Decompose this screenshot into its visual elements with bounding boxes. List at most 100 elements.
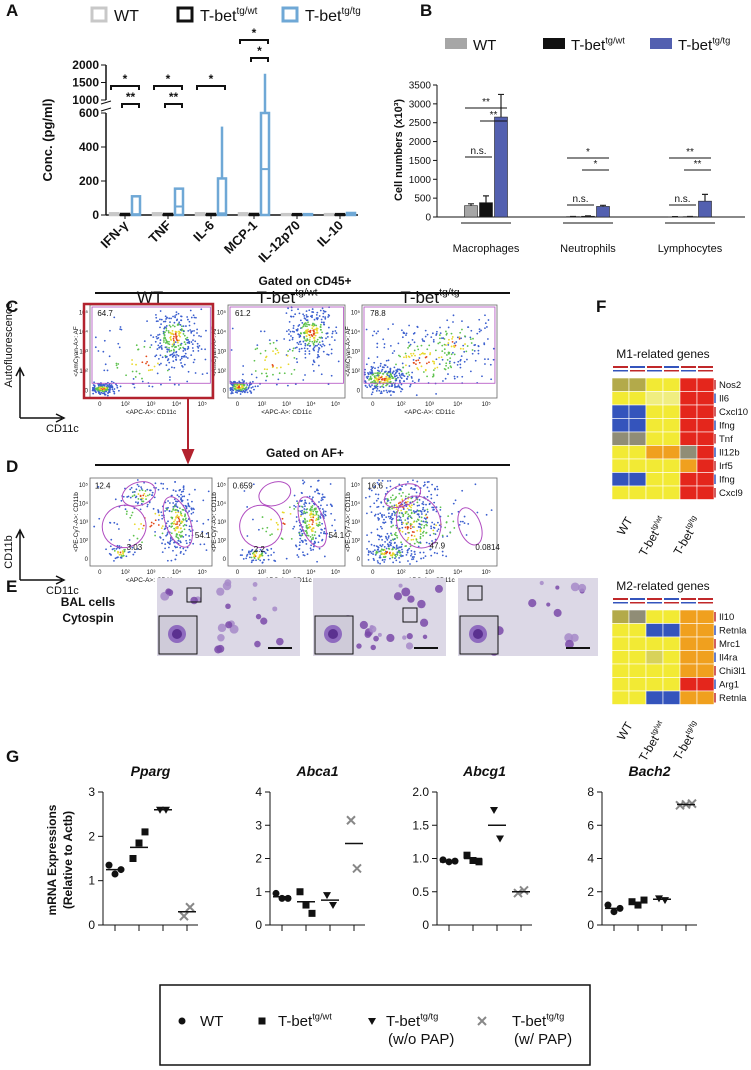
event-dot (319, 517, 322, 519)
event-dot (307, 321, 309, 324)
event-dot (308, 323, 311, 326)
event-dot (428, 542, 431, 545)
event-dot (294, 347, 297, 349)
significance-label: ** (490, 110, 498, 121)
event-dot (377, 517, 379, 519)
event-dot (182, 525, 185, 527)
event-dot (377, 497, 380, 500)
event-dot (366, 512, 368, 515)
event-dot (253, 555, 255, 558)
event-dot (423, 481, 426, 484)
heatmap-cell (628, 472, 647, 487)
event-dot (334, 330, 337, 332)
event-dot (465, 534, 468, 536)
event-dot (430, 525, 432, 528)
event-dot (174, 316, 176, 319)
event-dot (403, 502, 406, 504)
event-dot (183, 341, 186, 343)
event-dot (378, 376, 381, 379)
event-dot (312, 359, 315, 362)
event-dot (111, 388, 114, 391)
event-dot (422, 530, 425, 533)
event-dot (265, 355, 268, 358)
event-dot (429, 352, 432, 354)
event-dot (486, 338, 489, 340)
event-dot (411, 371, 414, 374)
heatmap-cell (679, 404, 698, 419)
event-dot (180, 362, 182, 364)
event-dot (322, 532, 325, 535)
event-dot (438, 341, 441, 344)
x-tick-label: Lymphocytes (658, 243, 723, 255)
event-dot (453, 353, 456, 356)
event-dot (451, 340, 454, 343)
event-dot (106, 394, 109, 397)
event-dot (162, 320, 165, 323)
event-dot (407, 560, 409, 562)
event-dot (206, 372, 209, 375)
event-dot (407, 341, 410, 344)
event-dot (461, 489, 464, 492)
event-dot (205, 532, 208, 535)
event-dot (231, 387, 234, 389)
significance-bracket (250, 57, 269, 62)
event-dot (457, 360, 460, 363)
event-dot (390, 520, 393, 523)
event-dot (113, 316, 116, 319)
event-dot (427, 480, 430, 483)
event-dot (381, 543, 384, 546)
event-dot (182, 519, 185, 521)
event-dot (111, 548, 114, 551)
event-dot (283, 372, 286, 375)
event-dot (147, 494, 149, 497)
event-dot (413, 341, 416, 344)
gene-label: Tnf (719, 434, 733, 445)
event-dot (110, 384, 113, 386)
event-dot (413, 542, 416, 545)
event-dot (173, 366, 176, 369)
event-dot (395, 527, 398, 529)
flow-tick-label: 0 (85, 557, 89, 563)
event-dot (238, 385, 241, 388)
event-dot (264, 349, 267, 352)
flow-axis-label: <APC-A>: CD11c (126, 409, 177, 416)
marker-square (135, 839, 143, 847)
event-dot (298, 544, 301, 547)
event-dot (315, 513, 318, 516)
significance-label: * (252, 26, 257, 40)
event-dot (418, 378, 420, 381)
event-dot (395, 559, 398, 562)
event-dot (376, 534, 379, 537)
significance-label: * (257, 44, 262, 58)
event-dot (330, 504, 333, 507)
event-dot (98, 517, 101, 520)
event-dot (381, 558, 384, 561)
event-dot (288, 333, 290, 336)
event-dot (261, 561, 264, 564)
event-dot (433, 523, 436, 526)
event-dot (168, 350, 171, 353)
event-dot (430, 493, 433, 496)
y-tick-label: 3000 (409, 99, 432, 110)
event-dot (305, 335, 308, 337)
event-dot (296, 554, 299, 556)
event-dot (272, 373, 274, 376)
x-tick-label: IL-12p70 (255, 218, 303, 266)
event-dot (274, 347, 277, 350)
event-dot (407, 371, 410, 374)
event-dot (293, 368, 296, 371)
event-dot (443, 348, 446, 351)
event-dot (318, 492, 321, 495)
event-dot (396, 368, 399, 371)
event-dot (452, 345, 455, 347)
event-dot (105, 387, 108, 390)
event-dot (318, 346, 320, 349)
event-dot (192, 507, 194, 510)
event-dot (381, 552, 383, 555)
event-dot (302, 325, 305, 328)
error-bar (600, 204, 606, 207)
event-dot (101, 385, 104, 388)
box (130, 195, 142, 217)
event-dot (170, 559, 173, 562)
event-dot (180, 527, 182, 530)
